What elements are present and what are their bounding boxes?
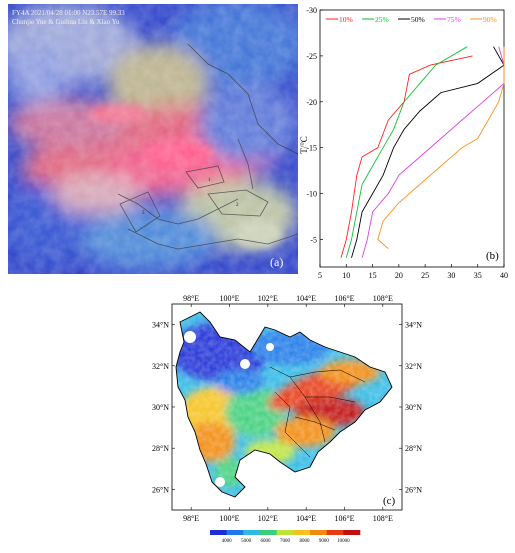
x-tick-label-top: 100°E [219, 294, 239, 303]
colorbar-swatch [210, 530, 227, 535]
colorbar-tick-label: 8000 [299, 539, 310, 544]
line-chart: 5 10 15 20 25 30 35 40 -5 -10 -15 -20 -25 -30 10% 25% 5… [299, 6, 508, 280]
region-mark: 1 [208, 178, 211, 183]
x-tick-label: 10 [342, 271, 350, 280]
x-tick-label-top: 104°E [296, 294, 316, 303]
x-tick-label: 5 [318, 271, 322, 280]
x-tick-label: 20 [395, 271, 403, 280]
x-tick-label-bottom: 98°E [183, 514, 199, 523]
y-tick-label-right: 32°N [405, 362, 422, 371]
x-tick-label-top: 106°E [334, 294, 354, 303]
x-tick-label-bottom: 102°E [258, 514, 278, 523]
panel-b-label: (b) [486, 250, 499, 262]
map-heatmap-panel: 98°E 98°E 100°E 100°E 102°E 102°E 104°E 104°E 10… [140, 292, 430, 548]
colorbar-swatch [310, 530, 327, 535]
x-tick-label: 25 [421, 271, 429, 280]
colorbar-tick-label: 5000 [241, 539, 252, 544]
series-line [377, 46, 505, 249]
x-tick-label-top: 102°E [258, 294, 278, 303]
y-axis-label: T/°C [299, 136, 309, 154]
y-tick-label: -25 [306, 52, 317, 61]
x-tick-label-bottom: 100°E [219, 514, 239, 523]
y-tick-label-right: 30°N [405, 403, 422, 412]
map-heatmap: 98°E 98°E 100°E 100°E 102°E 102°E 104°E 104°E 10… [152, 294, 422, 544]
series-line [345, 46, 468, 258]
colorbar-swatch [326, 530, 344, 535]
y-tick-label-left: 34°N [152, 321, 169, 330]
x-tick-label: 15 [369, 271, 377, 280]
satellite-image: 1 2 3 FY4A 2021/04/28 01:00 N23.57E 99.3… [8, 4, 298, 274]
y-tick-label-right: 26°N [405, 485, 422, 494]
colorbar-tick-label: 6000 [261, 539, 272, 544]
x-tick-label-top: 98°E [183, 294, 199, 303]
x-tick-label-bottom: 108°E [373, 514, 393, 523]
colorbar-swatch [343, 530, 361, 535]
y-tick-label-right: 28°N [405, 444, 422, 453]
colorbar-swatch [276, 530, 294, 535]
legend-entry: 75% [447, 15, 461, 24]
x-tick-label: 40 [500, 271, 508, 280]
series-line [340, 55, 473, 258]
y-tick-label-left: 30°N [152, 403, 169, 412]
colorbar-tick-label: 4000 [222, 539, 233, 544]
colorbar-swatch [293, 530, 311, 535]
plot-frame [319, 9, 505, 268]
x-tick-label: 35 [474, 271, 482, 280]
x-tick-label: 30 [447, 271, 455, 280]
legend-entry: 25% [375, 15, 389, 24]
colorbar-swatch [260, 530, 277, 535]
colorbar-swatch [226, 530, 244, 535]
y-tick-label: -20 [306, 98, 317, 107]
colorbar-tick-label: 7000 [280, 539, 291, 544]
x-tick-label-bottom: 104°E [296, 514, 316, 523]
y-tick-label: -30 [306, 6, 317, 15]
legend-entry: 90% [483, 15, 497, 24]
region-mark: 2 [236, 203, 239, 208]
legend-entry: 50% [411, 15, 425, 24]
y-tick-label-right: 34°N [405, 321, 422, 330]
y-tick-label-left: 28°N [152, 444, 169, 453]
colorbar-tick-label: 9000 [319, 539, 330, 544]
temperature-profile-chart: 5 10 15 20 25 30 35 40 -5 -10 -15 -20 -25 -30 10% 25% 5… [298, 4, 513, 290]
y-tick-label: -15 [306, 144, 317, 153]
x-tick-label-bottom: 106°E [334, 514, 354, 523]
satellite-image-panel: 1 2 3 FY4A 2021/04/28 01:00 N23.57E 99.3… [8, 4, 298, 274]
image-header-line1: FY4A 2021/04/28 01:00 N23.57E 99.33 [12, 9, 125, 17]
colorbar-swatch [243, 530, 261, 535]
region-mark: 3 [142, 211, 145, 216]
series-line [351, 46, 505, 258]
y-tick-label-left: 26°N [152, 485, 169, 494]
panel-c-label: (c) [383, 495, 396, 507]
panel-a-label: (a) [270, 255, 283, 269]
legend-entry: 10% [339, 15, 353, 24]
colorbar-tick-label: 10000 [337, 539, 350, 544]
image-header-line2: Chunjie Yue & Guihua Liu & Xiao Yu [12, 18, 120, 26]
y-tick-label-left: 32°N [152, 362, 169, 371]
y-tick-label: -5 [310, 235, 317, 244]
x-tick-label-top: 108°E [373, 294, 393, 303]
y-tick-label: -10 [306, 190, 317, 199]
